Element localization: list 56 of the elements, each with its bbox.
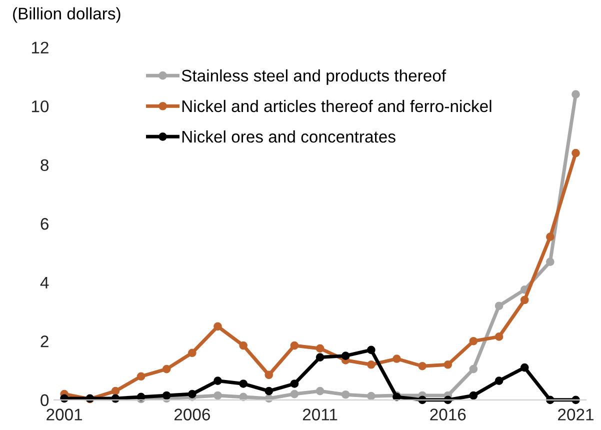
point (316, 353, 324, 362)
point (316, 386, 324, 396)
point (572, 148, 580, 158)
y-tick-label: 10 (32, 100, 49, 112)
point (111, 386, 120, 396)
point (214, 322, 222, 331)
point (572, 90, 580, 98)
point (290, 390, 299, 398)
point (239, 380, 248, 388)
legend-label: Nickel and articles thereof and ferro-nickel (182, 100, 492, 112)
y-tick-label: 6 (40, 218, 48, 230)
x-tick-label: 2001 (46, 408, 82, 420)
point (520, 296, 529, 304)
point (392, 354, 401, 363)
point (341, 390, 350, 399)
point (546, 258, 554, 266)
point (520, 363, 529, 372)
point (546, 232, 554, 241)
point (214, 391, 222, 400)
point (290, 380, 299, 388)
x-tick-label: 2011 (302, 408, 338, 420)
point (469, 336, 478, 346)
y-tick-label: 12 (32, 42, 48, 54)
point (444, 360, 452, 369)
y-axis-title: (Billion dollars) (13, 7, 120, 23)
point (494, 332, 504, 341)
point (264, 386, 274, 396)
point (162, 391, 171, 400)
point (188, 390, 196, 398)
point (367, 360, 376, 369)
point (367, 346, 376, 354)
y-tick-label: 8 (40, 159, 49, 172)
legend-label: Stainless steel and products thereof (182, 69, 446, 85)
point (469, 391, 478, 400)
point (239, 341, 248, 350)
point (341, 352, 350, 360)
point (494, 376, 504, 385)
y-tick-label: 0 (40, 394, 49, 406)
point (264, 370, 274, 380)
x-tick-label: 2021 (558, 408, 594, 420)
point (239, 392, 248, 402)
point (290, 341, 299, 350)
point (418, 362, 426, 370)
y-tick-label: 4 (40, 276, 49, 288)
point (469, 364, 478, 374)
legend-label: Nickel ores and concentrates (182, 130, 396, 143)
point (162, 364, 171, 374)
x-tick-label: 2016 (430, 408, 466, 420)
point (367, 392, 376, 400)
point (136, 372, 146, 381)
point (214, 376, 222, 385)
x-tick-label: 2006 (174, 408, 210, 420)
point (316, 344, 324, 353)
y-tick-label: 2 (40, 336, 48, 348)
point (188, 348, 196, 358)
point (494, 302, 504, 310)
